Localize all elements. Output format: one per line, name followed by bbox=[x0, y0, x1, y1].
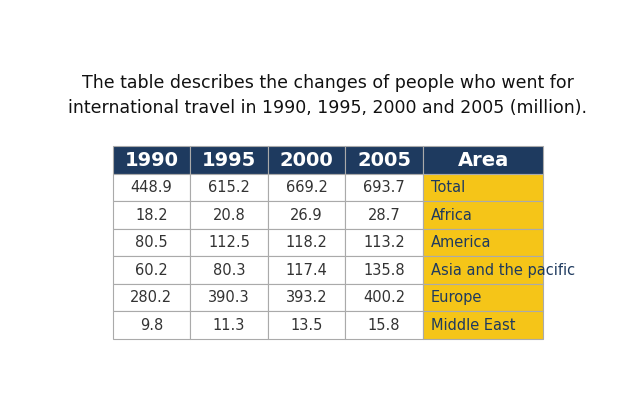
Text: Europe: Europe bbox=[431, 290, 482, 305]
Bar bbox=[113, 312, 190, 339]
Text: 118.2: 118.2 bbox=[285, 235, 328, 250]
Text: 400.2: 400.2 bbox=[363, 290, 405, 305]
Text: 113.2: 113.2 bbox=[363, 235, 405, 250]
Text: Africa: Africa bbox=[431, 208, 472, 223]
Text: 26.9: 26.9 bbox=[290, 208, 323, 223]
Bar bbox=[268, 229, 345, 257]
Text: 15.8: 15.8 bbox=[368, 318, 400, 333]
Text: The table describes the changes of people who went for
international travel in 1: The table describes the changes of peopl… bbox=[68, 74, 588, 117]
Text: 693.7: 693.7 bbox=[363, 180, 405, 195]
Bar bbox=[345, 257, 423, 284]
Text: Area: Area bbox=[458, 151, 509, 170]
Text: 669.2: 669.2 bbox=[285, 180, 328, 195]
Bar bbox=[268, 174, 345, 201]
Text: 1990: 1990 bbox=[124, 151, 179, 170]
Bar bbox=[268, 201, 345, 229]
Text: 80.3: 80.3 bbox=[212, 263, 245, 278]
Text: America: America bbox=[431, 235, 491, 250]
Text: 280.2: 280.2 bbox=[131, 290, 172, 305]
Text: 2005: 2005 bbox=[357, 151, 411, 170]
Bar bbox=[345, 174, 423, 201]
Bar bbox=[345, 146, 423, 174]
Text: 2000: 2000 bbox=[280, 151, 333, 170]
Bar bbox=[268, 284, 345, 312]
Bar bbox=[113, 201, 190, 229]
Text: 1995: 1995 bbox=[202, 151, 256, 170]
Bar bbox=[190, 146, 268, 174]
Text: 20.8: 20.8 bbox=[212, 208, 245, 223]
Bar bbox=[423, 146, 543, 174]
Bar bbox=[268, 257, 345, 284]
Text: Middle East: Middle East bbox=[431, 318, 515, 333]
Text: Asia and the pacific: Asia and the pacific bbox=[431, 263, 575, 278]
Bar bbox=[268, 312, 345, 339]
Bar bbox=[345, 201, 423, 229]
Text: 60.2: 60.2 bbox=[135, 263, 168, 278]
Text: 112.5: 112.5 bbox=[208, 235, 250, 250]
Bar bbox=[190, 257, 268, 284]
Text: 13.5: 13.5 bbox=[291, 318, 323, 333]
Bar bbox=[190, 312, 268, 339]
Bar bbox=[113, 174, 190, 201]
Text: 28.7: 28.7 bbox=[367, 208, 401, 223]
Bar bbox=[268, 146, 345, 174]
Text: 448.9: 448.9 bbox=[131, 180, 172, 195]
Text: 135.8: 135.8 bbox=[364, 263, 405, 278]
Bar bbox=[423, 284, 543, 312]
Bar bbox=[190, 284, 268, 312]
Text: 390.3: 390.3 bbox=[208, 290, 250, 305]
Bar bbox=[423, 257, 543, 284]
Text: 11.3: 11.3 bbox=[212, 318, 245, 333]
Bar bbox=[423, 229, 543, 257]
Bar bbox=[113, 229, 190, 257]
Text: 615.2: 615.2 bbox=[208, 180, 250, 195]
Bar bbox=[423, 201, 543, 229]
Bar bbox=[345, 312, 423, 339]
Bar bbox=[113, 146, 190, 174]
Bar bbox=[113, 257, 190, 284]
Text: Total: Total bbox=[431, 180, 465, 195]
Text: 393.2: 393.2 bbox=[285, 290, 327, 305]
Bar bbox=[190, 174, 268, 201]
Bar bbox=[423, 312, 543, 339]
Bar bbox=[190, 201, 268, 229]
Bar bbox=[345, 284, 423, 312]
Text: 18.2: 18.2 bbox=[135, 208, 168, 223]
Bar bbox=[113, 284, 190, 312]
Text: 117.4: 117.4 bbox=[285, 263, 328, 278]
Bar bbox=[190, 229, 268, 257]
Bar bbox=[345, 229, 423, 257]
Bar bbox=[423, 174, 543, 201]
Text: 80.5: 80.5 bbox=[135, 235, 168, 250]
Text: 9.8: 9.8 bbox=[140, 318, 163, 333]
